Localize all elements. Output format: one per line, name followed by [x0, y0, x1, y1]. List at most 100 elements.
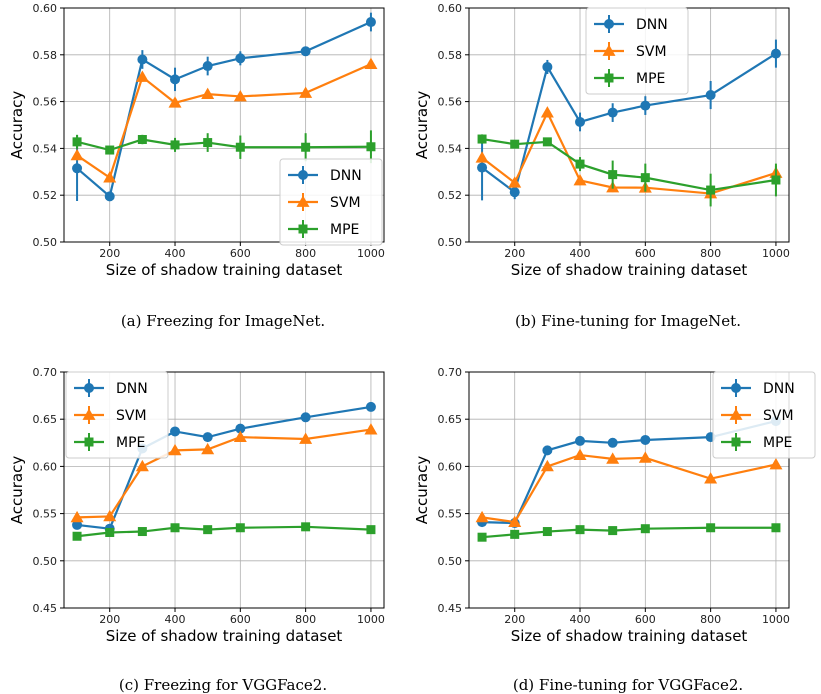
data-point [608, 526, 618, 536]
data-point [769, 458, 783, 470]
data-point [510, 529, 520, 539]
data-point [235, 523, 245, 533]
legend-label: SVM [116, 408, 147, 424]
data-point [640, 100, 651, 111]
data-point [509, 187, 520, 198]
legend-marker [82, 408, 96, 420]
data-point [168, 96, 182, 108]
data-point [105, 527, 115, 537]
series-line [77, 428, 372, 519]
series-line [481, 110, 777, 195]
y-tick-label: 0.70 [438, 366, 463, 379]
series-svm [70, 57, 378, 183]
x-axis-label: Size of shadow training dataset [106, 627, 343, 645]
y-tick-label: 0.56 [33, 96, 58, 109]
y-tick-label: 0.50 [33, 555, 58, 568]
x-axis-label: Size of shadow training dataset [106, 261, 343, 279]
y-tick-label: 0.55 [33, 508, 58, 521]
legend-label: DNN [763, 381, 795, 397]
panel-3: 200 400 600 800 1000 0.45 0.50 0.55 0.60 0.65 0.70… [8, 366, 385, 694]
y-tick-label: 0.65 [33, 413, 58, 426]
legend-label: SVM [330, 195, 361, 211]
data-point [135, 459, 149, 472]
x-tick-label: 800 [295, 247, 316, 260]
x-tick-label: 400 [165, 247, 186, 260]
legend-marker [731, 383, 741, 393]
y-tick-label: 0.50 [33, 236, 58, 249]
legend: DNN SVM MPE [585, 7, 689, 95]
legend-label: DNN [116, 381, 148, 397]
series-line [76, 405, 372, 530]
data-point [203, 138, 213, 148]
data-point [235, 142, 245, 152]
legend-label: SVM [763, 408, 794, 424]
legend-box [585, 7, 689, 95]
legend-marker [729, 408, 743, 420]
series-svm [475, 106, 783, 199]
plot-frame [468, 371, 790, 609]
data-point [705, 90, 716, 101]
data-point [103, 171, 117, 183]
x-axis-label: Size of shadow training dataset [511, 261, 748, 279]
series-dnn [72, 401, 376, 534]
x-tick-label: 800 [295, 613, 316, 626]
series-mpe [72, 522, 376, 541]
data-point [364, 57, 378, 70]
series-line [76, 21, 372, 199]
data-point [477, 162, 488, 173]
data-point [235, 423, 246, 434]
data-point [364, 423, 378, 435]
subfigure-caption: (d) Fine-tuning for VGGFace2. [513, 676, 743, 694]
data-point [477, 532, 487, 542]
y-tick-label: 0.55 [438, 508, 463, 521]
series-line [481, 526, 776, 539]
data-point [170, 74, 181, 85]
legend-marker [84, 383, 94, 393]
data-point [608, 170, 618, 180]
subfigure-caption: (c) Freezing for VGGFace2. [119, 676, 327, 694]
y-axis-label: Accuracy [8, 456, 26, 525]
legend: DNN SVM MPE [65, 371, 169, 459]
y-tick-label: 0.65 [438, 413, 463, 426]
series-line [76, 63, 372, 180]
legend-label: DNN [636, 17, 668, 33]
data-point [575, 159, 585, 169]
data-point [475, 151, 489, 163]
x-tick-label: 200 [99, 613, 120, 626]
data-point [103, 509, 117, 522]
x-tick-label: 400 [570, 247, 591, 260]
data-point [573, 448, 587, 460]
data-point [706, 185, 716, 195]
data-point [137, 135, 147, 145]
data-point [72, 137, 82, 147]
series-dnn [72, 12, 376, 202]
data-point [542, 61, 553, 72]
x-tick-label: 1000 [762, 247, 790, 260]
legend: DNN SVM MPE [712, 371, 816, 459]
data-point [575, 525, 585, 535]
data-point [475, 510, 489, 523]
data-point [607, 107, 618, 118]
data-point [640, 524, 650, 534]
y-tick-label: 0.60 [438, 2, 463, 15]
legend-box [279, 158, 383, 246]
x-tick-label: 600 [230, 247, 251, 260]
plot-frame [63, 7, 385, 243]
legend-label: MPE [330, 222, 359, 238]
data-point [201, 87, 215, 99]
legend-label: MPE [636, 71, 665, 87]
legend-marker [84, 437, 94, 447]
data-point [542, 445, 553, 456]
data-point [299, 432, 313, 444]
data-point [170, 523, 180, 533]
data-point [638, 451, 652, 463]
series-line [481, 137, 777, 192]
data-point [606, 452, 620, 464]
x-tick-label: 1000 [357, 613, 385, 626]
x-tick-label: 200 [99, 247, 120, 260]
x-tick-label: 800 [700, 247, 721, 260]
series-line [481, 453, 777, 524]
legend-marker [731, 437, 741, 447]
data-point [233, 89, 247, 102]
legend-box [712, 371, 816, 459]
